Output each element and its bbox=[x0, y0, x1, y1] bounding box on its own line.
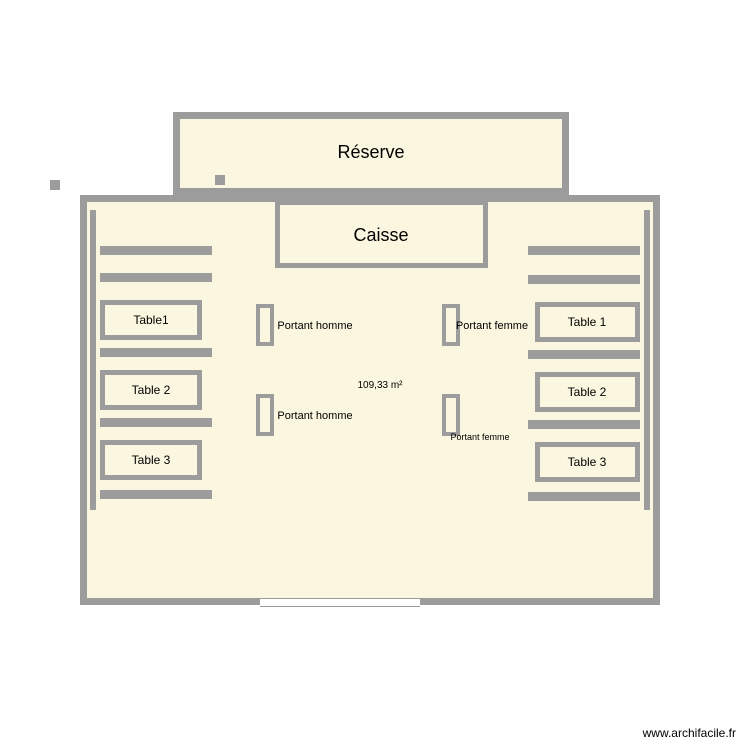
portant-femme-2-label: Portant femme bbox=[450, 432, 509, 442]
right-table-2-label: Table 2 bbox=[568, 385, 607, 399]
caisse-label: Caisse bbox=[353, 225, 408, 246]
left-table-1-label: Table1 bbox=[133, 313, 168, 327]
reserve-marker bbox=[215, 175, 225, 185]
left-rail bbox=[90, 210, 96, 510]
door-opening bbox=[260, 598, 420, 607]
credit-text: www.archifacile.fr bbox=[643, 726, 736, 740]
left-table-2-label: Table 2 bbox=[132, 383, 171, 397]
left-shelf bbox=[100, 273, 212, 282]
left-shelf bbox=[100, 490, 212, 499]
right-rail bbox=[644, 210, 650, 510]
portant-homme-2-label: Portant homme bbox=[277, 410, 352, 422]
portant-femme-2 bbox=[442, 394, 460, 436]
right-shelf bbox=[528, 275, 640, 284]
area-label: 109,33 m² bbox=[357, 380, 402, 391]
right-table-1-label: Table 1 bbox=[568, 315, 607, 329]
reserve-label: Réserve bbox=[337, 142, 404, 163]
outer-marker bbox=[50, 180, 60, 190]
left-shelf bbox=[100, 246, 212, 255]
left-table-3-label: Table 3 bbox=[132, 453, 171, 467]
left-shelf bbox=[100, 418, 212, 427]
right-shelf bbox=[528, 246, 640, 255]
right-shelf bbox=[528, 420, 640, 429]
right-shelf bbox=[528, 492, 640, 501]
portant-homme-1 bbox=[256, 304, 274, 346]
right-shelf bbox=[528, 350, 640, 359]
portant-homme-1-label: Portant homme bbox=[277, 320, 352, 332]
portant-femme-1-label: Portant femme bbox=[456, 320, 528, 332]
left-shelf bbox=[100, 348, 212, 357]
right-table-3-label: Table 3 bbox=[568, 455, 607, 469]
portant-homme-2 bbox=[256, 394, 274, 436]
